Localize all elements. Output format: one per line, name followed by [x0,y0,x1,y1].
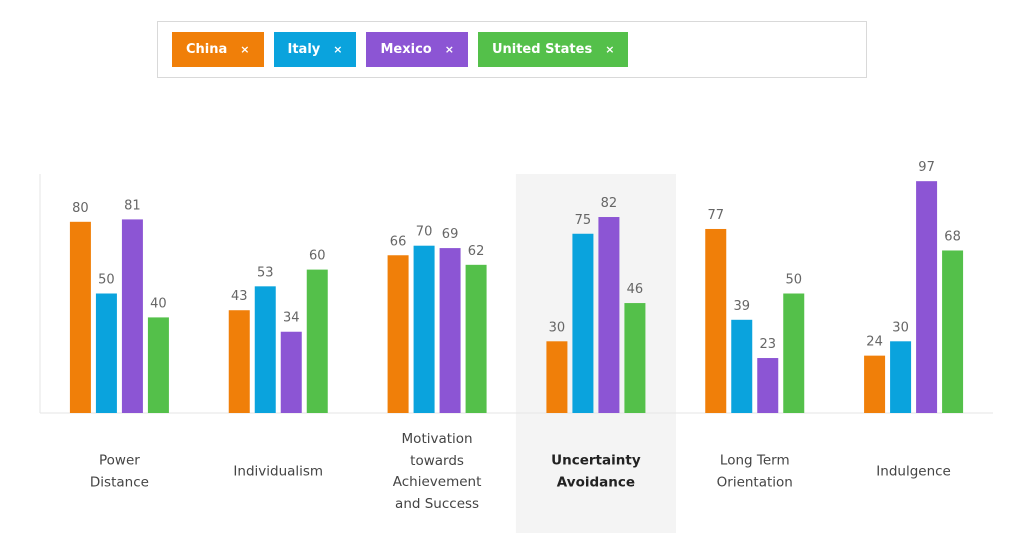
value-label: 39 [733,299,750,314]
value-label: 50 [98,273,115,288]
value-label: 30 [549,320,566,335]
value-label: 75 [575,213,592,228]
legend-label: Mexico [380,42,432,57]
bar [757,358,779,413]
legend-chip[interactable]: Italy × [273,32,357,67]
bar [306,269,328,413]
value-label: 82 [601,196,618,211]
value-label: 62 [468,244,485,259]
bar [465,264,487,413]
legend-label: Italy [287,42,321,57]
bar [228,310,250,413]
bar [280,331,302,413]
bar [387,255,409,413]
bar [546,341,568,413]
bar [598,217,620,413]
value-label: 69 [442,227,459,242]
legend-remove[interactable]: × [333,43,343,56]
value-label: 66 [390,234,407,249]
value-label: 50 [785,273,802,288]
bar [95,293,117,413]
legend-chip[interactable]: China × [172,32,264,67]
value-label: 24 [866,335,883,350]
legend-remove[interactable]: × [444,43,454,56]
value-label: 68 [944,229,961,244]
category-label: Motivation towards Achievement and Succe… [392,431,482,512]
value-label: 34 [283,311,300,326]
category-label: Individualism [233,463,324,480]
value-label: 77 [707,208,724,223]
category-label: Power Distance [89,452,149,491]
legend-remove[interactable]: × [240,43,250,56]
value-label: 40 [150,296,167,311]
bar [572,233,594,413]
category-label: Long Term Orientation [716,452,793,491]
bar [916,181,938,413]
bar [731,319,753,413]
bar [439,248,461,413]
value-label: 97 [918,160,935,175]
value-label: 43 [231,289,248,304]
value-label: 70 [416,225,433,240]
bar [942,250,964,413]
bar [890,341,912,413]
highlight-band [515,174,676,533]
legend: China × Italy × Mexico × United States × [157,21,867,78]
legend-chip[interactable]: United States × [477,32,629,67]
value-label: 80 [72,201,89,216]
legend-chip[interactable]: Mexico × [366,32,468,67]
bar [705,228,727,413]
value-label: 46 [627,282,644,297]
value-label: 23 [759,337,776,352]
bar [147,317,169,413]
value-label: 60 [309,249,326,264]
value-label: 53 [257,265,274,280]
bar [413,245,435,413]
bar [69,221,91,413]
category-label: Uncertainty Avoidance [551,452,641,491]
value-label: 30 [892,320,909,335]
value-label: 81 [124,198,141,213]
category-label: Indulgence [876,463,951,480]
legend-label: United States [491,42,593,57]
legend-label: China [186,42,228,57]
bar [254,286,276,413]
bar [783,293,805,413]
bar [624,303,646,413]
bar [121,219,143,413]
bar [864,355,886,413]
legend-remove[interactable]: × [605,43,615,56]
